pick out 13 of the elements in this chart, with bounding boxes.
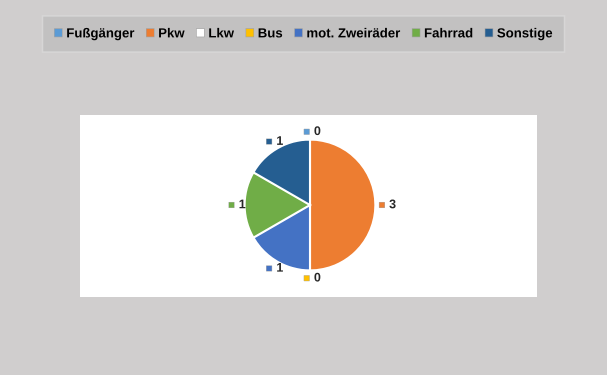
legend-label: mot. Zweiräder [307,28,400,38]
legend-label: Bus [258,28,282,38]
legend-label: Lkw [209,28,234,38]
text: 0 [314,126,320,136]
legend-label: Fahrrad [424,28,472,38]
data-label: 1 [240,200,246,208]
legend-label: Pkw [159,28,185,38]
text: 0 [314,272,320,282]
legend-label: Fußgänger [67,28,134,40]
data-label: 3 [389,200,396,208]
legend-label: Sonstige [497,28,552,40]
data-label: 1 [277,263,283,272]
data-label: 1 [277,136,283,145]
